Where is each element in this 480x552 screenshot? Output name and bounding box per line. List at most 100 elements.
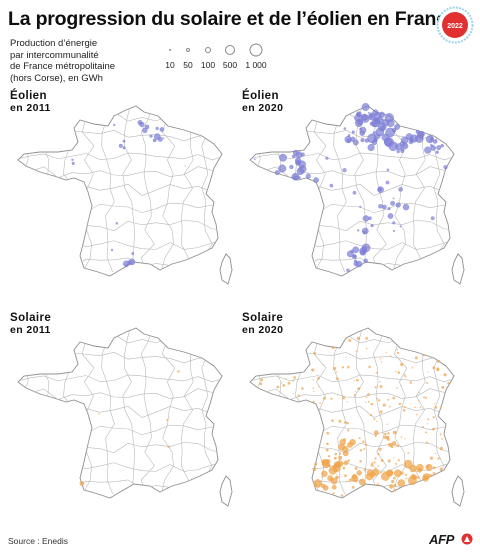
corsica-outline — [451, 475, 465, 507]
production-marker — [314, 462, 318, 466]
production-marker — [433, 403, 436, 405]
production-marker — [356, 113, 360, 117]
production-marker — [364, 138, 369, 143]
production-marker — [386, 398, 389, 401]
production-marker — [403, 406, 406, 409]
production-marker — [426, 423, 429, 425]
department-border — [41, 328, 55, 495]
production-marker — [295, 159, 301, 165]
production-marker — [79, 481, 85, 486]
production-marker — [400, 136, 409, 144]
panel-label: Éolien en 2011 — [10, 90, 51, 114]
production-marker — [392, 229, 396, 233]
production-marker — [312, 400, 315, 403]
production-marker — [388, 442, 393, 447]
production-marker — [354, 466, 358, 470]
production-marker — [320, 483, 326, 489]
production-marker — [379, 381, 381, 383]
production-marker — [374, 457, 377, 460]
production-marker — [131, 252, 135, 255]
france-outline — [249, 327, 455, 499]
production-marker — [392, 197, 395, 200]
production-marker — [439, 433, 442, 436]
production-marker — [347, 134, 351, 137]
production-marker — [439, 407, 442, 409]
production-marker — [378, 447, 382, 451]
legend-circle — [186, 48, 190, 52]
department-border — [250, 388, 454, 401]
production-marker — [388, 405, 391, 408]
production-marker — [318, 386, 320, 388]
map-base — [17, 105, 233, 285]
production-marker — [370, 224, 374, 228]
legend-circle — [249, 43, 263, 57]
production-marker — [127, 260, 132, 265]
production-marker — [139, 121, 145, 128]
production-marker — [393, 457, 395, 459]
production-marker — [376, 420, 378, 422]
production-marker — [353, 380, 355, 382]
production-marker — [403, 374, 406, 376]
production-marker — [425, 135, 434, 144]
production-marker — [359, 127, 362, 131]
page-title: La progression du solaire et de l’éolien… — [8, 8, 458, 30]
production-marker — [366, 469, 374, 476]
production-marker — [405, 473, 408, 476]
legend-circle — [225, 45, 235, 55]
production-marker — [392, 221, 396, 225]
production-marker — [441, 385, 445, 389]
panel-label: Solaire en 2011 — [10, 312, 51, 336]
department-border — [18, 374, 222, 383]
department-border — [294, 106, 308, 273]
production-marker — [313, 479, 322, 488]
production-marker — [375, 484, 378, 486]
legend-circle — [205, 47, 211, 53]
production-marker — [423, 396, 425, 399]
panel-label-line2: en 2020 — [242, 324, 284, 336]
afp-logo: AFP — [429, 532, 455, 547]
production-marker — [395, 202, 401, 208]
production-marker — [287, 381, 291, 385]
production-marker — [344, 474, 347, 478]
production-marker — [347, 365, 350, 369]
production-marker — [346, 401, 348, 403]
production-marker — [397, 459, 400, 462]
map-panel-eolien-2011: Éolien en 2011 — [8, 84, 240, 294]
panel-label-line2: en 2011 — [10, 324, 51, 336]
production-marker — [429, 474, 433, 477]
production-marker — [356, 470, 362, 476]
production-marker — [358, 437, 361, 440]
production-marker — [113, 123, 116, 127]
production-marker — [434, 406, 438, 409]
production-marker — [434, 452, 436, 455]
production-marker — [447, 382, 450, 385]
subtitle-line: par intercommunalité — [10, 49, 99, 61]
source-note: Source : Enedis — [8, 536, 69, 546]
france-map-eolien-2020 — [249, 103, 465, 285]
production-marker — [387, 207, 391, 211]
department-border — [333, 106, 347, 273]
production-marker — [365, 347, 368, 350]
map-panel-solaire-2020: Solaire en 2020 — [240, 306, 472, 516]
panel-label-line2: en 2011 — [10, 102, 51, 114]
production-marker — [373, 136, 376, 139]
production-marker — [292, 379, 295, 382]
production-marker — [356, 378, 359, 382]
production-marker — [443, 373, 447, 377]
production-marker — [365, 401, 367, 403]
production-marker — [375, 371, 378, 374]
production-marker — [361, 243, 371, 253]
legend-label: 100 — [200, 60, 216, 70]
production-marker — [436, 367, 440, 370]
production-marker — [359, 205, 362, 208]
production-marker — [363, 468, 367, 472]
production-marker — [386, 119, 395, 127]
production-marker — [362, 230, 367, 235]
production-marker — [293, 175, 298, 181]
production-marker — [437, 457, 440, 460]
production-marker — [159, 127, 165, 132]
production-marker — [305, 173, 311, 179]
production-marker — [327, 464, 331, 468]
map-panel-eolien-2020: Éolien en 2020 — [240, 84, 472, 294]
production-marker — [427, 418, 430, 421]
